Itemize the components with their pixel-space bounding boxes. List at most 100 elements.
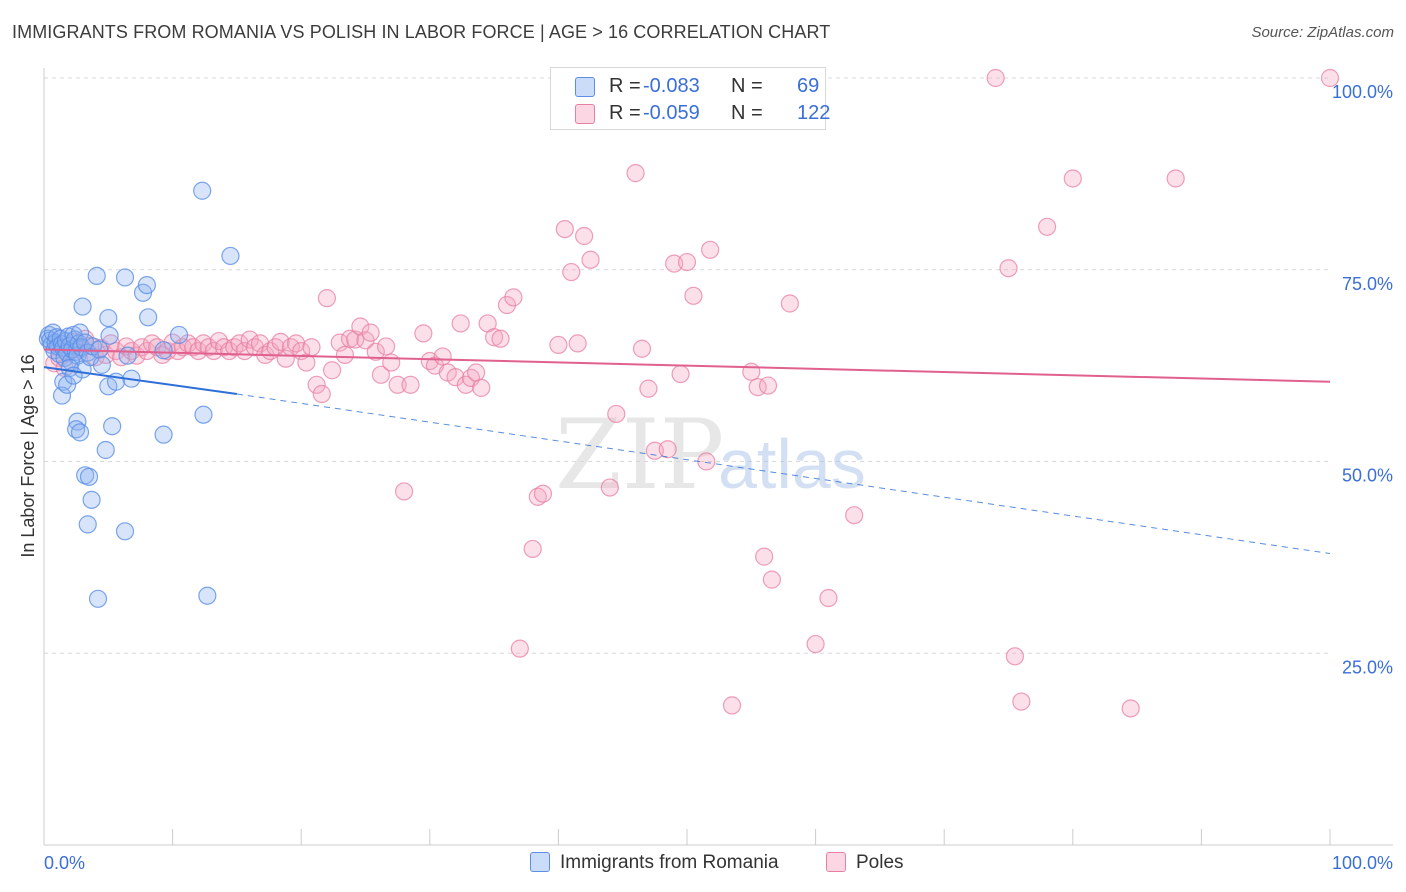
romania-point [115, 268, 135, 287]
romania-point [99, 308, 118, 328]
romania-point [139, 308, 158, 327]
poles-point [568, 334, 587, 353]
watermark-atlas: atlas [718, 425, 866, 503]
poles-point [600, 478, 619, 497]
poles-point [491, 329, 510, 348]
romania-point [88, 589, 108, 608]
legend-r-value: -0.083 [643, 75, 700, 97]
legend-n-label: N = [731, 75, 763, 97]
poles-point [446, 368, 465, 387]
romania-point [137, 275, 156, 295]
poles-point [658, 440, 677, 459]
y-tick-label: 25.0% [1342, 657, 1393, 677]
x-tick-label-right: 100.0% [1332, 853, 1393, 873]
y-axis-title: In Labor Force | Age > 16 [18, 354, 38, 557]
poles-point [361, 323, 380, 342]
romania-point [70, 323, 90, 342]
poles-point [1121, 699, 1140, 718]
legend-n-label: N = [731, 102, 763, 124]
poles-point [451, 314, 470, 333]
series-legend-romania: Immigrants from Romania [530, 852, 779, 874]
poles-point [986, 68, 1005, 88]
series-swatch-pink [826, 852, 846, 872]
poles-point [1320, 68, 1340, 88]
poles-point [1012, 692, 1031, 711]
poles-point [485, 328, 504, 347]
source-label: Source: ZipAtlas.com [1251, 24, 1394, 41]
poles-point [388, 375, 407, 394]
poles-point [376, 337, 396, 356]
y-tick-label: 50.0% [1342, 466, 1393, 486]
poles-point [307, 375, 326, 394]
romania-point [118, 346, 137, 365]
romania-point [90, 340, 109, 359]
romania-trend-dashed [236, 393, 1331, 555]
poles-point [671, 364, 690, 384]
poles-point [697, 452, 716, 471]
trend-lines [43, 348, 1331, 555]
poles-point [271, 332, 290, 351]
romania-point [96, 440, 115, 460]
poles-point [819, 588, 838, 608]
romania-point [221, 246, 240, 266]
poles-point [1005, 647, 1025, 666]
poles-point [433, 347, 452, 366]
poles-point [677, 252, 697, 272]
poles-point [371, 365, 391, 384]
romania-point [79, 467, 99, 486]
axis-labels: 25.0% 50.0% 75.0% 100.0% 0.0% 100.0% In Labor … [18, 82, 1393, 873]
series-legend-poles: Poles [826, 852, 904, 874]
poles-point [112, 348, 131, 367]
legend-n-value: 122 [797, 102, 831, 124]
poles-point [466, 363, 486, 382]
poles-point [204, 341, 223, 361]
romania-point [73, 297, 92, 316]
poles-point [806, 634, 825, 654]
poles-point [302, 338, 321, 357]
poles-point [523, 539, 542, 559]
poles-point [533, 484, 553, 503]
romania-point [70, 423, 90, 442]
poles-point [351, 317, 370, 336]
romania-point [68, 412, 87, 431]
romania-trend-solid [43, 366, 238, 395]
poles-point [510, 639, 529, 658]
poles-point [758, 376, 778, 395]
poles-point [632, 339, 652, 358]
poles-trend-line [43, 348, 1331, 383]
romania-point [103, 417, 122, 436]
legend-r-value: -0.059 [643, 102, 700, 124]
poles-point [317, 289, 337, 308]
romania-point [194, 405, 213, 424]
poles-point [780, 294, 799, 313]
poles-point [762, 570, 781, 589]
poles-point [575, 226, 594, 246]
watermark: ZIP atlas [555, 399, 866, 511]
romania-point [169, 325, 189, 345]
legend-r-label: R = [609, 102, 641, 124]
romania-point [100, 326, 119, 345]
legend-n-value: 69 [797, 75, 820, 97]
x-tick-label-left: 0.0% [44, 853, 85, 873]
romania-point [115, 522, 135, 541]
romania-point [154, 341, 173, 360]
axes [43, 68, 1393, 846]
poles-point [401, 375, 420, 394]
poles-point [382, 353, 401, 372]
series-label-romania: Immigrants from Romania [560, 852, 779, 873]
romania-point [52, 386, 72, 405]
poles-point [562, 262, 581, 282]
poles-point [607, 404, 626, 424]
romania-point [87, 266, 106, 285]
legend-swatch-pink [575, 104, 595, 124]
poles-point [1063, 169, 1082, 188]
romania-point [193, 181, 212, 200]
poles-point [472, 378, 491, 397]
poles-point [335, 345, 355, 364]
poles-point [722, 696, 742, 715]
legend-swatch-blue [575, 77, 595, 97]
romania-point [92, 355, 111, 374]
chart-title: IMMIGRANTS FROM ROMANIA VS POLISH IN LAB… [12, 22, 831, 42]
poles-point [312, 384, 331, 404]
